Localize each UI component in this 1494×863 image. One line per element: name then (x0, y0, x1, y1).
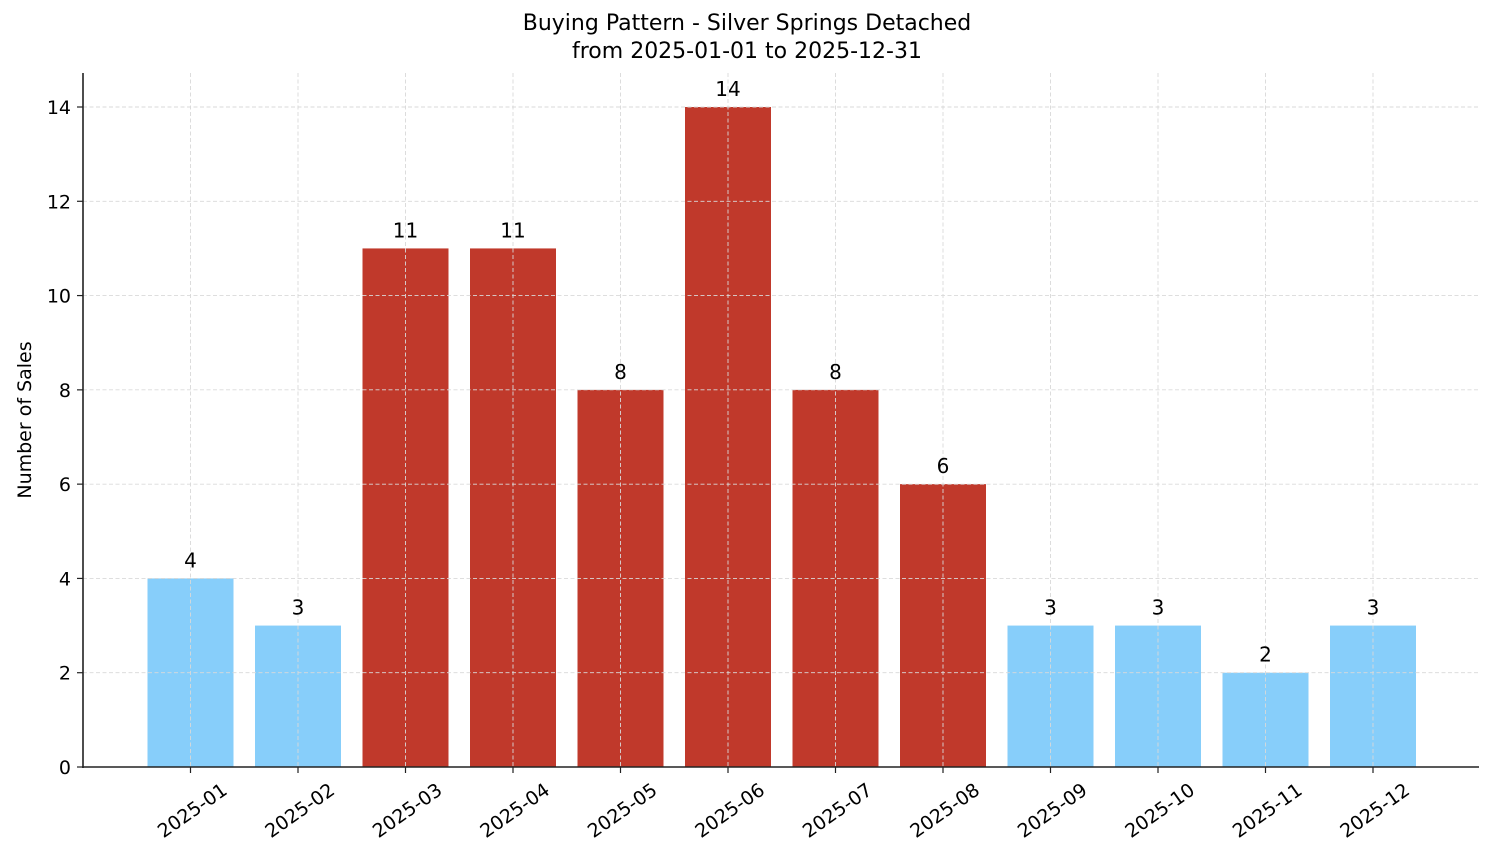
chart-title-main: Buying Pattern - Silver Springs Detached (522, 11, 972, 36)
x-tick-label: 2025-12 (1336, 779, 1414, 843)
bar-value-label: 8 (829, 360, 842, 384)
x-tick-label: 2025-10 (1121, 779, 1199, 843)
y-tick-label: 12 (47, 191, 71, 213)
bar-value-label: 3 (292, 596, 305, 620)
x-tick-label: 2025-01 (154, 779, 232, 843)
bars (147, 107, 1416, 767)
x-tick-label: 2025-06 (691, 779, 769, 843)
bar-value-label: 4 (184, 548, 197, 572)
bar-value-label: 14 (715, 77, 740, 101)
y-tick-label: 8 (59, 380, 71, 402)
grid-lines (83, 73, 1479, 767)
y-tick-label: 6 (59, 474, 71, 496)
bar-value-label: 8 (614, 360, 627, 384)
chart-title: Buying Pattern - Silver Springs Detached… (0, 10, 1494, 66)
x-tick-label: 2025-08 (906, 779, 984, 843)
bar-value-label: 3 (1367, 596, 1380, 620)
chart-subtitle: from 2025-01-01 to 2025-12-31 (572, 39, 922, 64)
y-tick-label: 4 (59, 568, 71, 590)
y-tick-label: 2 (59, 663, 71, 685)
y-tick-label: 0 (59, 757, 71, 779)
x-tick-label: 2025-02 (261, 779, 339, 843)
bar-value-label: 6 (937, 454, 950, 478)
y-tick-label: 10 (47, 286, 71, 308)
bar-value-label: 3 (1044, 596, 1057, 620)
bar-2025-03 (362, 248, 449, 767)
x-tick-label: 2025-03 (369, 779, 447, 843)
bar-value-labels: 4 3 11 11 8 14 8 6 3 3 2 3 (184, 77, 1379, 667)
x-tick-label: 2025-05 (584, 779, 662, 843)
y-tick-label: 14 (47, 97, 71, 119)
x-tick-label: 2025-07 (799, 779, 877, 843)
bar-value-label: 11 (393, 218, 418, 242)
bar-value-label: 2 (1259, 643, 1272, 667)
x-tick-label: 2025-09 (1014, 779, 1092, 843)
x-tick-label: 2025-11 (1229, 779, 1307, 843)
x-tick-label: 2025-04 (476, 779, 554, 843)
bar-value-label: 3 (1152, 596, 1165, 620)
bar-2025-04 (470, 248, 556, 767)
bar-value-label: 11 (500, 218, 525, 242)
y-axis-label: Number of Sales (14, 341, 36, 498)
